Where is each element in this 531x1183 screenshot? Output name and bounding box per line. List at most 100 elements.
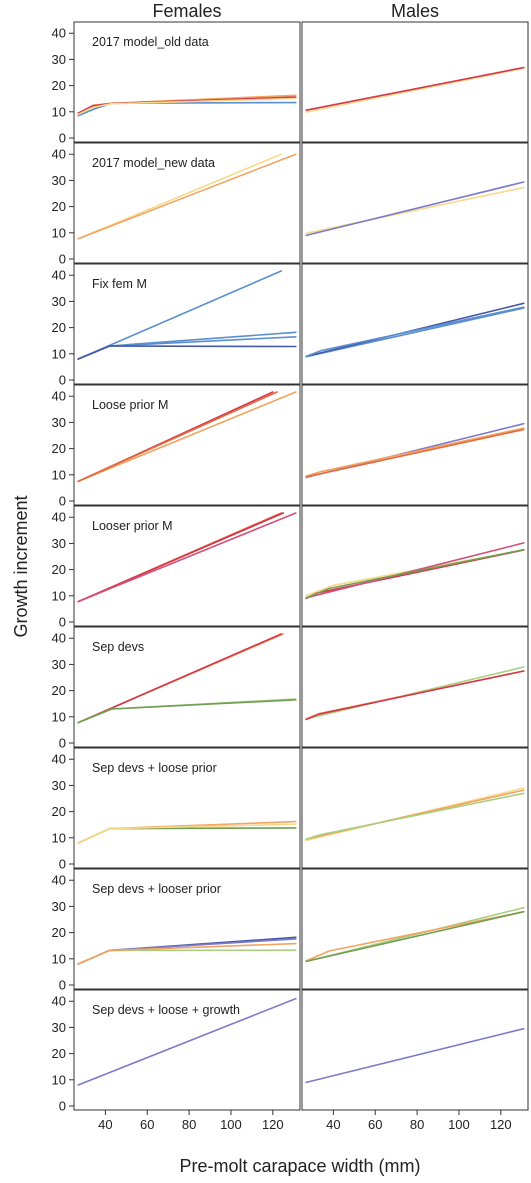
panel-females-row-8: Sep devs + looser prior 0 10 20 30 40 <box>52 868 301 993</box>
y-tick-label: 30 <box>52 536 66 551</box>
y-tick-label: 10 <box>52 709 66 724</box>
panel-label: Looser prior M <box>92 519 173 533</box>
series-group <box>77 997 297 1086</box>
x-tick-label: 40 <box>98 1117 112 1132</box>
x-tick-label: 100 <box>220 1117 242 1132</box>
panel-label: Sep devs + loose prior <box>92 761 217 775</box>
series-group <box>305 906 525 963</box>
series-line-3 <box>305 542 525 599</box>
panel-label: Fix fem M <box>92 277 147 291</box>
panel-frame <box>301 868 529 990</box>
panel-males-row-4 <box>301 384 529 506</box>
panel-frame <box>301 142 529 264</box>
y-tick-label: 10 <box>52 225 66 240</box>
series-line-1 <box>305 1027 525 1084</box>
series-line-3 <box>77 512 297 603</box>
series-line-4 <box>77 97 297 116</box>
series-line-2 <box>305 181 525 237</box>
panel-females-row-3: Fix fem M 0 10 20 30 40 <box>52 263 301 388</box>
panel-frame <box>301 989 529 1111</box>
panel-frame <box>73 989 301 1111</box>
panel-females-row-4: Loose prior M 0 10 20 30 40 <box>52 384 301 509</box>
series-group <box>77 512 297 603</box>
series-line-2 <box>77 633 283 724</box>
panel-label: 2017 model_old data <box>92 35 209 49</box>
y-tick-label: 40 <box>52 26 66 41</box>
y-tick-label: 40 <box>52 631 66 646</box>
series-line-1 <box>305 67 525 113</box>
series-line-4 <box>77 345 297 360</box>
panel-females-row-6: Sep devs 0 10 20 30 40 <box>52 626 301 751</box>
y-axis-title: Growth increment <box>11 495 31 637</box>
series-group <box>77 153 297 240</box>
series-line-2 <box>305 427 525 477</box>
series-line-3 <box>305 910 525 963</box>
panel-frame <box>73 384 301 506</box>
series-line-4 <box>305 548 525 599</box>
panel-grid: 2017 model_old data 0 10 20 30 40 2017 model_n… <box>52 21 529 1132</box>
series-line-2 <box>77 391 297 483</box>
y-tick-label: 20 <box>52 320 66 335</box>
panel-males-row-8 <box>301 868 529 990</box>
x-tick-label: 60 <box>368 1117 382 1132</box>
series-group <box>77 94 297 117</box>
series-line-4 <box>77 942 297 965</box>
y-tick-label: 10 <box>52 588 66 603</box>
y-tick-label: 30 <box>52 294 66 309</box>
y-tick-label: 20 <box>52 562 66 577</box>
panel-frame <box>73 263 301 385</box>
series-line-3 <box>77 391 278 483</box>
column-title-females: Females <box>152 1 221 21</box>
series-line-2 <box>77 153 297 240</box>
series-group <box>305 422 525 479</box>
y-tick-label: 40 <box>52 147 66 162</box>
y-tick-label: 0 <box>59 1099 66 1114</box>
y-tick-label: 0 <box>59 978 66 993</box>
y-tick-label: 40 <box>52 510 66 525</box>
panel-frame <box>73 626 301 748</box>
y-tick-label: 40 <box>52 994 66 1009</box>
series-group <box>305 66 525 113</box>
panel-males-row-7 <box>301 747 529 869</box>
series-line-3 <box>305 306 525 358</box>
series-group <box>305 1027 525 1084</box>
series-line-1 <box>77 153 283 240</box>
series-line-1 <box>305 307 525 358</box>
panel-females-row-9: Sep devs + loose + growth 0 10 20 30 40 40 60 80… <box>52 989 301 1132</box>
panel-label: 2017 model_new data <box>92 156 215 170</box>
series-group <box>77 820 297 844</box>
panel-frame <box>73 142 301 264</box>
y-tick-label: 30 <box>52 657 66 672</box>
x-tick-label: 100 <box>448 1117 470 1132</box>
y-tick-label: 20 <box>52 804 66 819</box>
series-line-2 <box>305 549 525 600</box>
y-tick-label: 20 <box>52 441 66 456</box>
panel-males-row-9: 40 60 80 100 120 <box>301 989 529 1132</box>
y-tick-label: 0 <box>59 736 66 751</box>
panel-frame <box>73 868 301 990</box>
y-tick-label: 40 <box>52 268 66 283</box>
series-group <box>305 302 525 358</box>
panel-frame <box>301 626 529 748</box>
series-line-2 <box>77 938 297 965</box>
panel-frame <box>301 747 529 869</box>
panel-frame <box>73 21 301 143</box>
series-line-3 <box>77 823 297 844</box>
panel-frame <box>73 505 301 627</box>
panel-males-row-3 <box>301 263 529 385</box>
panel-males-row-2 <box>301 142 529 264</box>
y-tick-label: 10 <box>52 951 66 966</box>
y-tick-label: 10 <box>52 830 66 845</box>
y-tick-label: 0 <box>59 252 66 267</box>
panel-label: Loose prior M <box>92 398 168 412</box>
y-tick-label: 10 <box>52 104 66 119</box>
y-tick-label: 0 <box>59 373 66 388</box>
panel-frame <box>301 21 529 143</box>
series-line-1 <box>77 997 297 1086</box>
panel-label: Sep devs + loose + growth <box>92 1003 240 1017</box>
y-tick-label: 30 <box>52 778 66 793</box>
panel-males-row-5 <box>301 505 529 627</box>
series-line-4 <box>77 698 297 724</box>
panel-label: Sep devs + looser prior <box>92 882 221 896</box>
